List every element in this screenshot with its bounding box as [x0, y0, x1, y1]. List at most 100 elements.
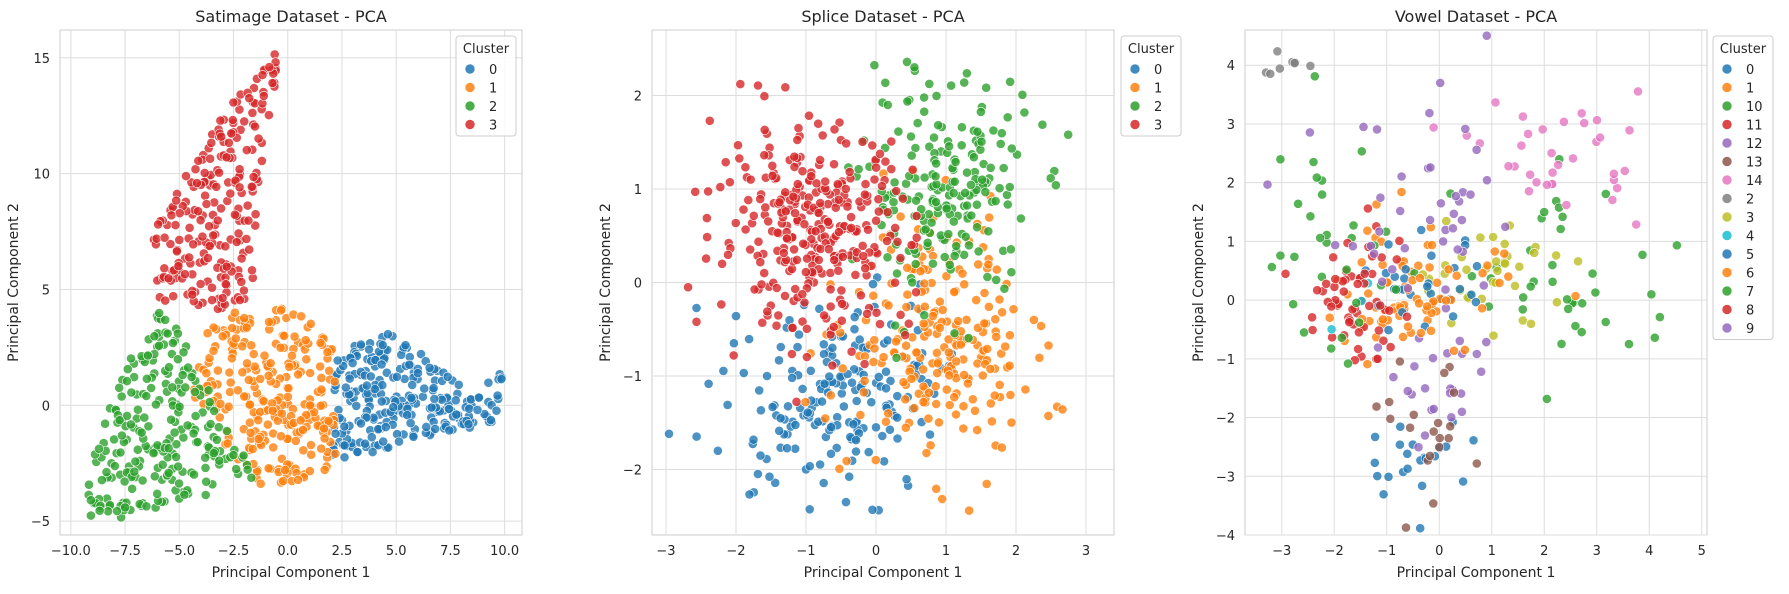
data-point [918, 381, 929, 392]
data-point [177, 370, 188, 380]
data-point [804, 504, 815, 515]
data-point [734, 153, 745, 164]
data-point [819, 378, 830, 389]
data-point [798, 238, 809, 249]
data-point [1275, 154, 1286, 165]
data-point [713, 445, 723, 456]
data-point [790, 208, 800, 219]
data-point [1019, 107, 1030, 118]
data-point [789, 244, 799, 255]
legend-label: 1 [1154, 82, 1162, 97]
data-point [1672, 240, 1682, 251]
data-point [250, 209, 261, 220]
data-point [1402, 311, 1412, 322]
data-point [789, 151, 800, 162]
data-point [782, 443, 792, 454]
data-point [1467, 271, 1477, 282]
data-point [703, 186, 713, 197]
data-point [964, 505, 974, 516]
data-point [982, 272, 993, 282]
data-point [900, 422, 911, 433]
data-point [1503, 161, 1514, 172]
data-point [190, 164, 201, 175]
legend-title: Cluster [1128, 42, 1175, 57]
data-point [797, 289, 808, 300]
data-point [934, 322, 945, 333]
data-point [924, 141, 935, 152]
data-point [1372, 124, 1382, 135]
data-point [743, 195, 754, 205]
data-point [966, 210, 977, 221]
data-point [1482, 260, 1493, 271]
data-point [1371, 401, 1382, 412]
data-point [790, 284, 801, 294]
data-point [1416, 225, 1427, 235]
data-point [1619, 165, 1630, 176]
data-point [1305, 211, 1316, 222]
scatter-points [664, 57, 1074, 516]
data-point [851, 396, 862, 406]
data-point [103, 506, 113, 517]
legend-label: 7 [1746, 285, 1754, 300]
legend-marker [1129, 100, 1141, 112]
data-point [921, 448, 932, 458]
data-point [935, 296, 945, 307]
data-point [811, 178, 822, 189]
data-point [855, 410, 866, 420]
data-point [944, 370, 955, 381]
data-point [858, 251, 869, 261]
data-point [1362, 359, 1373, 369]
data-point [351, 400, 362, 411]
data-point [1609, 168, 1619, 179]
legend-label: 2 [1746, 193, 1754, 208]
data-point [997, 307, 1007, 318]
data-point [857, 240, 868, 251]
data-point [1631, 219, 1642, 230]
data-point [1445, 421, 1456, 432]
data-point [762, 371, 772, 381]
data-point [430, 423, 441, 434]
data-point [973, 246, 984, 257]
data-point [937, 494, 948, 504]
data-point [380, 422, 391, 432]
data-point [174, 401, 185, 412]
data-point [972, 126, 983, 137]
data-point [1338, 286, 1349, 297]
data-point [1016, 213, 1026, 224]
data-point [207, 295, 217, 305]
data-point [186, 372, 197, 382]
data-point [1607, 195, 1618, 205]
data-point [767, 170, 778, 181]
data-point [875, 148, 885, 159]
data-point [885, 375, 896, 386]
data-point [485, 415, 496, 425]
data-point [1051, 180, 1061, 191]
data-point [979, 318, 990, 329]
data-point [846, 222, 857, 233]
data-point [740, 224, 751, 235]
data-point [1577, 298, 1588, 309]
data-point [1324, 312, 1335, 323]
data-point [1336, 332, 1347, 343]
data-point [762, 306, 773, 317]
data-point [192, 178, 202, 188]
data-point [1426, 250, 1437, 261]
data-point [1359, 268, 1370, 279]
data-point [836, 285, 847, 296]
data-point [851, 446, 861, 457]
data-point [1570, 321, 1581, 331]
data-point [928, 310, 938, 321]
data-point [244, 93, 255, 104]
data-point [1385, 342, 1396, 352]
data-point [871, 162, 881, 173]
data-point [419, 383, 430, 394]
data-point [911, 287, 921, 298]
data-point [893, 126, 904, 137]
data-point [344, 373, 355, 384]
data-point [850, 269, 861, 280]
data-point [859, 387, 869, 398]
data-point [802, 323, 812, 334]
data-point [1433, 418, 1443, 428]
data-point [405, 418, 416, 428]
data-point [969, 152, 979, 163]
